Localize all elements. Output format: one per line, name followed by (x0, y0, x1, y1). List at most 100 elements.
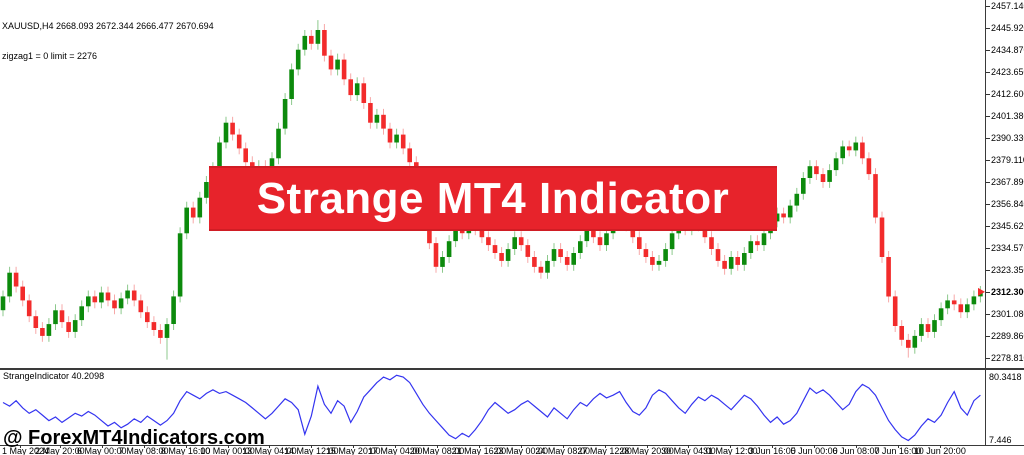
time-axis-tick (814, 445, 816, 448)
candle-body (735, 257, 740, 265)
candle-body (787, 205, 793, 218)
indicator-value-label: StrangeIndicator 40.2098 (3, 371, 105, 381)
price-axis-label: 2278.810 (991, 353, 1024, 363)
price-axis-tick (986, 138, 990, 139)
time-axis-tick (395, 445, 397, 448)
candle-body (40, 328, 45, 336)
candle-body (591, 229, 596, 238)
time-axis-tick (897, 445, 899, 448)
candle-body (846, 146, 852, 151)
candle-body (440, 257, 445, 267)
candle-body (597, 237, 603, 246)
candle-body (932, 320, 937, 332)
candle-body (158, 330, 163, 338)
candle-body (236, 134, 242, 149)
candle-body (656, 260, 662, 265)
time-axis-tick (646, 445, 648, 448)
candle-body (322, 30, 327, 56)
candle-body (702, 225, 708, 238)
price-axis-tick (986, 270, 990, 271)
candle-body (912, 335, 918, 348)
price-axis-tick (986, 94, 990, 95)
time-axis-label: 10 Jun 20:00 (913, 446, 966, 455)
candle-body (433, 243, 439, 267)
symbol-ohlc-label: XAUUSD,H4 2668.093 2672.344 2666.477 267… (2, 21, 214, 31)
candle-body (453, 227, 458, 242)
candle-body (348, 79, 353, 96)
candle-body (906, 339, 911, 348)
candle-body (223, 122, 229, 143)
candle-body (92, 296, 98, 303)
candle-body (669, 233, 675, 250)
time-axis-label: 6 May 00:00 (77, 446, 127, 455)
banner-title: Strange MT4 Indicator (256, 173, 730, 223)
time-axis-tick (311, 445, 313, 448)
candle-body (7, 272, 12, 297)
candle-body (958, 304, 964, 313)
price-axis-label: 2390.330 (991, 133, 1024, 143)
indicator-subwindow[interactable] (0, 370, 986, 445)
site-watermark: @ ForexMT4Indicators.com (3, 427, 265, 449)
candle-body (315, 30, 321, 44)
candle-body (715, 249, 721, 261)
time-axis-label: 20 May 08:00 (409, 446, 465, 455)
candle-body (866, 158, 872, 175)
time-axis-label: 10 May 00:00 (200, 446, 255, 455)
candle-body (309, 35, 314, 44)
price-axis[interactable]: 2457.140 2445.920 2434.870 2423.650 2412.600… (986, 0, 1024, 368)
candle-body (742, 253, 747, 265)
candle-body (748, 241, 754, 253)
candle-body (26, 300, 32, 317)
candle-body (643, 249, 649, 257)
candle-body (190, 207, 196, 218)
time-axis-label: 6 Jun 08:00 (832, 446, 880, 455)
candle-body (177, 233, 183, 297)
candle-body (243, 148, 248, 163)
candle-body (945, 300, 950, 309)
candle-body (499, 253, 504, 261)
candle-body (860, 142, 865, 159)
time-axis-label: 7 May 08:00 (118, 446, 169, 455)
window-divider[interactable] (0, 368, 1024, 370)
candle-body (853, 142, 859, 151)
time-axis-tick (562, 445, 564, 448)
candle-body (879, 217, 885, 257)
candle-body (184, 207, 189, 234)
time-axis-tick (269, 445, 271, 448)
time-axis-tick (478, 445, 480, 448)
candle-body (59, 310, 65, 323)
candle-body (564, 257, 570, 265)
candle-body (919, 324, 924, 336)
time-axis-label: 13 May 04:00 (242, 446, 297, 455)
price-axis-tick (986, 226, 990, 227)
candle-body (230, 122, 235, 135)
time-axis-tick (604, 445, 606, 448)
price-axis-tick (986, 204, 990, 205)
time-axis-label: 7 Jun 16:00 (874, 446, 922, 455)
candle-body (873, 174, 878, 218)
promo-banner: Strange MT4 Indicator (209, 166, 777, 231)
price-axis-label: 2301.080 (991, 309, 1024, 319)
price-axis-tick (986, 160, 990, 161)
time-axis-tick (143, 445, 145, 448)
time-axis-label: 8 May 16:00 (160, 446, 211, 455)
candle-body (479, 229, 485, 238)
price-axis-label: 2356.840 (991, 199, 1024, 209)
candle-body (46, 324, 52, 336)
time-axis-tick (939, 445, 941, 448)
indicator-scale-min: 7.446 (989, 435, 1012, 445)
time-axis-tick (520, 445, 522, 448)
candle-body (899, 326, 904, 340)
time-axis-tick (101, 445, 103, 448)
time-axis-tick (772, 445, 774, 448)
candle-body (125, 290, 130, 299)
candle-body (965, 304, 970, 313)
candle-body (282, 99, 288, 129)
indicator-axis[interactable]: 80.3418 7.446 (986, 370, 1024, 445)
candle-body (728, 257, 734, 269)
current-price-marker (978, 287, 985, 296)
time-axis[interactable]: 1 May 2024 2 May 20:00 6 May 00:00 7 May 08… (0, 445, 986, 455)
price-axis-tick (986, 50, 990, 51)
time-axis-label: 24 May 08:00 (535, 446, 590, 455)
